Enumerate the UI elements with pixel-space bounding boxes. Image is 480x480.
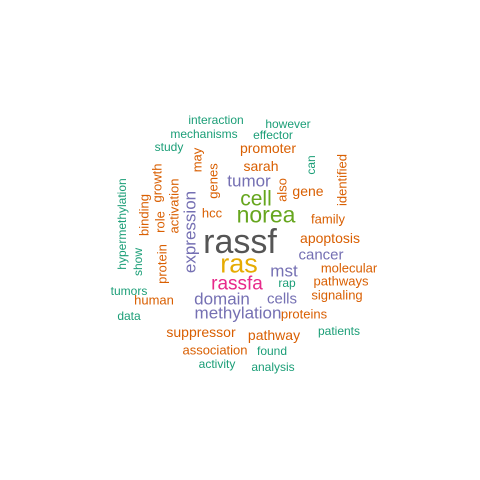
word-can: can: [304, 155, 318, 175]
word-show: show: [131, 247, 145, 277]
word-also: also: [274, 178, 290, 202]
word-activation: activation: [166, 178, 182, 234]
word-cells: cells: [266, 290, 298, 308]
word-sarah: sarah: [243, 158, 279, 174]
word-hypermethylation: hypermethylation: [115, 178, 129, 270]
word-study: study: [154, 140, 184, 154]
word-mst: mst: [270, 261, 298, 281]
word-cell: cell: [240, 187, 272, 211]
word-molecular: molecular: [320, 260, 378, 276]
word-pathways: pathways: [313, 273, 369, 289]
word-however: however: [265, 117, 311, 131]
word-association: association: [182, 342, 248, 358]
word-human: human: [134, 292, 174, 308]
word-genes: genes: [205, 163, 221, 199]
word-rassf: rassf: [203, 223, 277, 261]
word-effector: effector: [253, 128, 293, 142]
word-ras: ras: [220, 248, 258, 279]
word-gene: gene: [292, 183, 324, 199]
word-proteins: proteins: [280, 306, 328, 322]
word-cancer: cancer: [298, 246, 344, 264]
word-expression: expression: [180, 190, 200, 274]
word-identified: identified: [334, 153, 350, 207]
word-rassfa: rassfa: [211, 273, 263, 295]
word-patients: patients: [317, 324, 361, 338]
word-pathway: pathway: [247, 327, 301, 343]
word-promoter: promoter: [239, 140, 297, 156]
word-domain: domain: [194, 289, 250, 309]
word-may: may: [189, 147, 205, 173]
word-activity: activity: [198, 357, 236, 371]
word-apoptosis: apoptosis: [300, 230, 360, 246]
word-data: data: [117, 309, 141, 323]
word-family: family: [311, 211, 345, 227]
word-suppressor: suppressor: [166, 324, 236, 340]
word-norea: norea: [236, 201, 296, 228]
word-found: found: [256, 344, 288, 358]
word-role: role: [152, 211, 168, 233]
word-binding: binding: [136, 194, 152, 236]
word-protein: protein: [154, 244, 170, 284]
word-signaling: signaling: [311, 287, 363, 303]
word-growth: growth: [149, 163, 165, 203]
word-interaction: interaction: [188, 113, 244, 127]
word-tumors: tumors: [110, 284, 148, 298]
word-rap: rap: [278, 276, 296, 290]
word-analysis: analysis: [251, 360, 295, 374]
word-methylation: methylation: [194, 303, 282, 323]
word-mechanisms: mechanisms: [170, 127, 238, 141]
word-hcc: hcc: [201, 205, 223, 221]
word-tumor: tumor: [227, 171, 271, 191]
